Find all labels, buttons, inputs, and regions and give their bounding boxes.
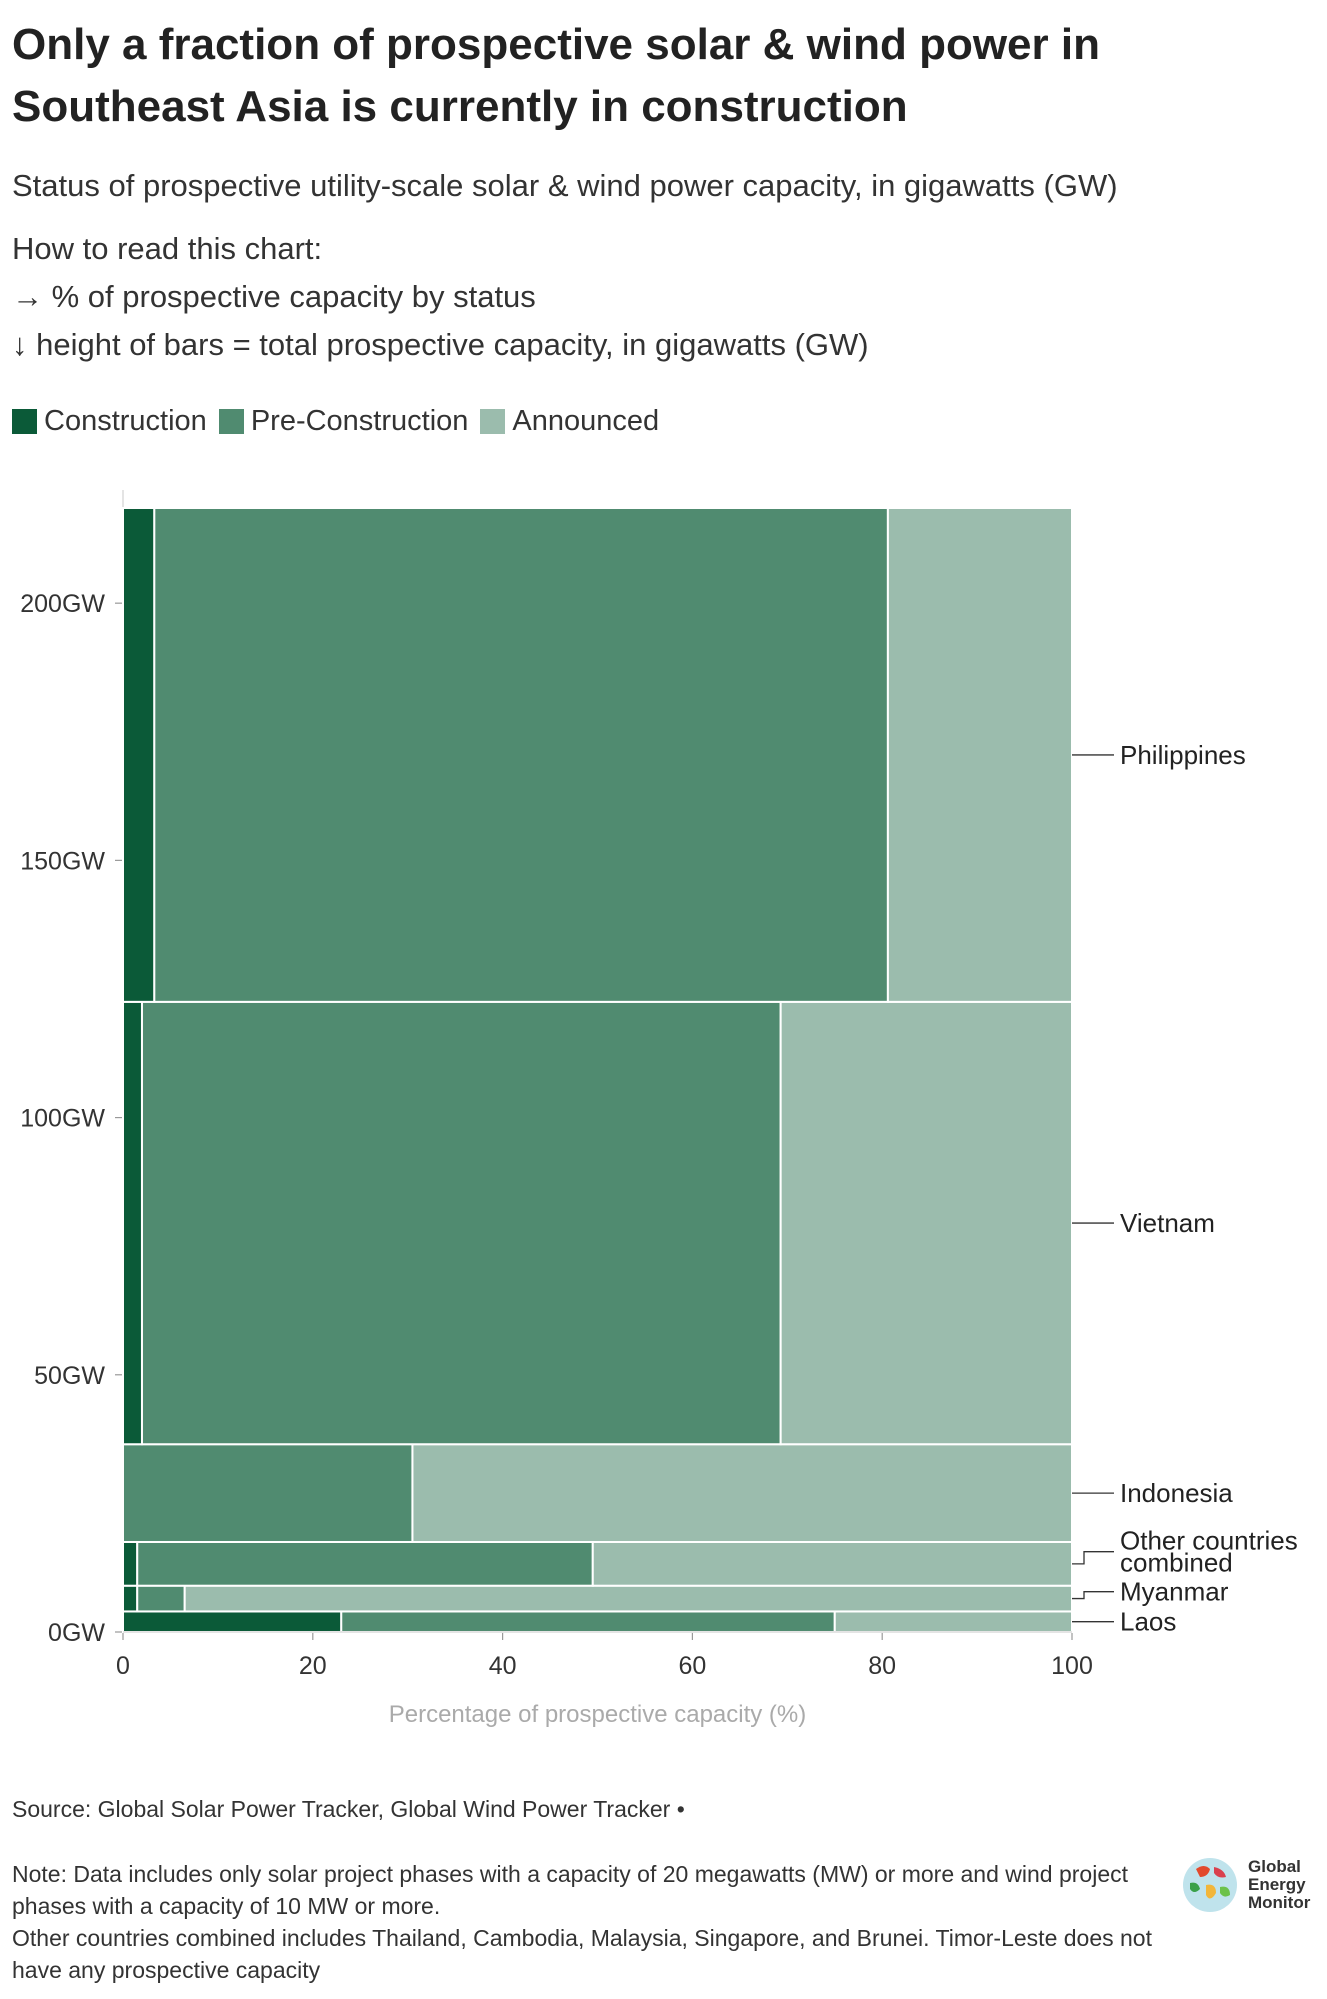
legend-swatch-announced [480, 409, 506, 434]
y-tick-label: 50GW [34, 1362, 105, 1390]
legend-label-announced: Announced [512, 405, 660, 437]
chart-subtitle: Status of prospective utility-scale sola… [12, 168, 1118, 203]
legend-swatch-preconstruction [218, 409, 244, 434]
bar-other-countries-combined-preconstruction [136, 1540, 594, 1587]
y-tick-label: 150GW [20, 847, 105, 875]
mekko-chart: 0GW 50GW 100GW 150GW 200GW 0 20 40 60 80 100 Percen… [20, 490, 1298, 1728]
how-to-read-line-y: ↓ height of bars = total prospective cap… [12, 327, 869, 362]
bar-indonesia-announced [411, 1443, 1073, 1543]
bar-vietnam-preconstruction [140, 1000, 782, 1446]
y-tick-label: 200GW [20, 590, 105, 618]
bar-myanmar-announced [183, 1584, 1073, 1613]
legend-item-preconstruction: Pre-Construction [218, 405, 469, 438]
bar-indonesia-preconstruction [122, 1443, 414, 1543]
how-to-read: How to read this chart: → % of prospecti… [12, 225, 869, 369]
bar-philippines-preconstruction [153, 507, 889, 1003]
x-tick-label: 40 [489, 1652, 517, 1680]
x-axis-title: Percentage of prospective capacity (%) [389, 1701, 807, 1728]
bar-laos-preconstruction [340, 1610, 836, 1634]
legend-label-construction: Construction [44, 405, 207, 437]
logo-line-3: Monitor [1248, 1893, 1311, 1912]
x-tick-label: 80 [868, 1652, 896, 1680]
x-tick-label: 0 [116, 1652, 130, 1680]
country-label-indonesia: Indonesia [1120, 1478, 1233, 1508]
logo-wordmark: Global Energy Monitor [1248, 1858, 1310, 1912]
bar-laos-announced [833, 1610, 1073, 1634]
country-label-philippines: Philippines [1120, 740, 1246, 770]
bar-other-countries-combined-construction [122, 1540, 139, 1587]
chart-legend: Construction Pre-Construction Announced [12, 405, 671, 438]
country-label-other-countries-combined: Other countries combined [1120, 1526, 1298, 1578]
x-tick-label: 100 [1051, 1652, 1093, 1680]
y-tick-label: 0GW [48, 1619, 105, 1647]
chart-title: Only a fraction of prospective solar & w… [12, 20, 1100, 131]
country-leader-line [1072, 1591, 1114, 1600]
gem-logo: Global Energy Monitor [1180, 1855, 1310, 1915]
bar-vietnam-construction [122, 1000, 143, 1446]
country-label-line: combined [1120, 1548, 1233, 1578]
legend-swatch-construction [12, 409, 37, 434]
bar-philippines-announced [886, 507, 1073, 1003]
globe-icon [1183, 1858, 1237, 1912]
x-tick-label: 60 [678, 1652, 706, 1680]
logo-line-2: Energy [1248, 1875, 1306, 1894]
footnote-thresholds: Note: Data includes only solar project p… [12, 1861, 1129, 1919]
footnote-other-countries: Other countries combined includes Thaila… [12, 1925, 1152, 1983]
country-label-line: Other countries [1120, 1526, 1298, 1556]
footnote: Note: Data includes only solar project p… [12, 1858, 1172, 1986]
country-label-laos: Laos [1120, 1607, 1176, 1637]
logo-line-1: Global [1248, 1857, 1301, 1876]
country-label-myanmar: Myanmar [1120, 1577, 1229, 1607]
x-tick-label: 20 [299, 1652, 327, 1680]
legend-item-construction: Construction [12, 405, 207, 438]
country-label-vietnam: Vietnam [1120, 1208, 1215, 1238]
bar-myanmar-preconstruction [136, 1584, 186, 1613]
bar-other-countries-combined-announced [591, 1540, 1073, 1587]
bar-vietnam-announced [779, 1000, 1073, 1446]
country-leader-line [1072, 1551, 1114, 1565]
bar-myanmar-construction [122, 1584, 139, 1613]
source-note: Source: Global Solar Power Tracker, Glob… [12, 1796, 685, 1822]
how-to-read-line-x: → % of prospective capacity by status [12, 279, 536, 314]
legend-label-preconstruction: Pre-Construction [250, 405, 469, 437]
y-tick-label: 100GW [20, 1105, 105, 1133]
how-to-read-heading: How to read this chart: [12, 231, 323, 266]
bar-laos-construction [122, 1610, 343, 1634]
bar-philippines-construction [122, 507, 156, 1003]
legend-item-announced: Announced [480, 405, 659, 438]
